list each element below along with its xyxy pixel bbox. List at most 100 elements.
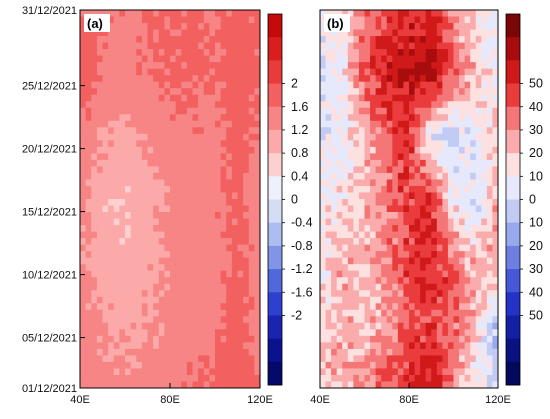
heatmap-cell	[119, 42, 126, 50]
heatmap-cell	[320, 107, 327, 115]
heatmap-cell	[409, 244, 416, 252]
heatmap-cell	[397, 251, 405, 259]
heatmap-cell	[186, 322, 194, 330]
heatmap-cell	[141, 309, 149, 317]
heatmap-cell	[486, 205, 494, 213]
heatmap-cell	[125, 23, 132, 31]
heatmap-cell	[392, 42, 399, 50]
heatmap-cell	[130, 94, 137, 102]
heatmap-cell	[181, 75, 188, 83]
heatmap-cell	[91, 101, 98, 109]
heatmap-cell	[325, 264, 332, 272]
heatmap-cell	[358, 335, 366, 343]
heatmap-cell	[153, 290, 160, 298]
heatmap-cell	[475, 283, 482, 291]
heatmap-cell	[464, 88, 471, 96]
heatmap-cell	[336, 296, 343, 304]
heatmap-cell	[403, 101, 410, 109]
heatmap-cell	[108, 218, 115, 226]
heatmap-cell	[85, 218, 92, 226]
heatmap-cell	[248, 205, 255, 213]
heatmap-cell	[102, 153, 109, 161]
heatmap-cell	[220, 127, 227, 135]
heatmap-cell	[475, 36, 482, 44]
heatmap-cell	[215, 316, 222, 324]
heatmap-cell	[181, 166, 188, 174]
colorbar-segment	[268, 37, 282, 61]
heatmap-cell	[141, 212, 149, 220]
heatmap-cell	[325, 36, 332, 44]
heatmap-cell	[248, 348, 255, 357]
heatmap-cell	[203, 257, 210, 265]
heatmap-cell	[358, 244, 366, 252]
heatmap-cell	[420, 309, 427, 317]
heatmap-cell	[164, 185, 171, 194]
heatmap-cell	[425, 348, 432, 357]
heatmap-cell	[254, 172, 260, 181]
heatmap-cell	[358, 36, 366, 44]
heatmap-cell	[136, 10, 143, 18]
heatmap-cell	[481, 257, 488, 265]
heatmap-cell	[192, 316, 199, 324]
heatmap-cell	[342, 257, 349, 265]
colorbar-label: 0.4	[291, 169, 308, 183]
heatmap-cell	[481, 114, 488, 122]
heatmap-cell	[331, 81, 338, 89]
heatmap-cell	[453, 283, 460, 291]
heatmap-cell	[425, 225, 432, 233]
heatmap-cell	[170, 296, 177, 304]
heatmap-cell	[254, 322, 260, 330]
heatmap-cell	[464, 322, 471, 330]
heatmap-cell	[147, 172, 154, 181]
heatmap-cell	[431, 238, 438, 246]
heatmap-cell	[436, 322, 443, 330]
heatmap-cell	[381, 16, 388, 24]
heatmap-cell	[125, 335, 132, 343]
heatmap-cell	[425, 192, 432, 200]
heatmap-cell	[320, 114, 327, 122]
heatmap-cell	[392, 355, 399, 363]
heatmap-cell	[170, 192, 177, 200]
heatmap-cell	[175, 374, 182, 383]
heatmap-cell	[192, 322, 199, 330]
heatmap-cell	[397, 172, 405, 181]
heatmap-cell	[481, 68, 488, 76]
heatmap-cell	[215, 10, 222, 18]
heatmap-cell	[220, 101, 227, 109]
heatmap-cell	[209, 36, 216, 44]
heatmap-cell	[447, 270, 455, 278]
heatmap-cell	[96, 36, 104, 44]
heatmap-cell	[108, 361, 115, 370]
heatmap-cell	[80, 316, 87, 324]
heatmap-cell	[192, 10, 199, 18]
heatmap-cell	[347, 309, 354, 317]
heatmap-cell	[347, 49, 354, 57]
heatmap-cell	[203, 244, 210, 252]
heatmap-cell	[320, 374, 327, 383]
heatmap-cell	[342, 290, 349, 298]
heatmap-cell	[386, 309, 393, 317]
heatmap-cell	[464, 290, 471, 298]
heatmap-cell	[386, 166, 393, 174]
heatmap-cell	[243, 94, 250, 102]
heatmap-cell	[203, 94, 210, 102]
heatmap-cell	[447, 114, 455, 122]
heatmap-cell	[470, 68, 477, 76]
heatmap-cell	[237, 146, 244, 154]
heatmap-cell	[325, 303, 332, 311]
heatmap-cell	[375, 309, 382, 317]
heatmap-cell	[325, 192, 332, 200]
heatmap-cell	[336, 322, 343, 330]
heatmap-cell	[358, 205, 366, 213]
heatmap-cell	[164, 231, 171, 239]
heatmap-cell	[475, 231, 482, 239]
heatmap-cell	[403, 192, 410, 200]
heatmap-cell	[420, 114, 427, 122]
heatmap-cell	[381, 355, 388, 363]
heatmap-cell	[442, 16, 449, 24]
heatmap-cell	[147, 49, 154, 57]
heatmap-cell	[331, 42, 338, 50]
heatmap-cell	[141, 120, 149, 128]
heatmap-cell	[164, 225, 171, 233]
heatmap-cell	[125, 55, 132, 63]
